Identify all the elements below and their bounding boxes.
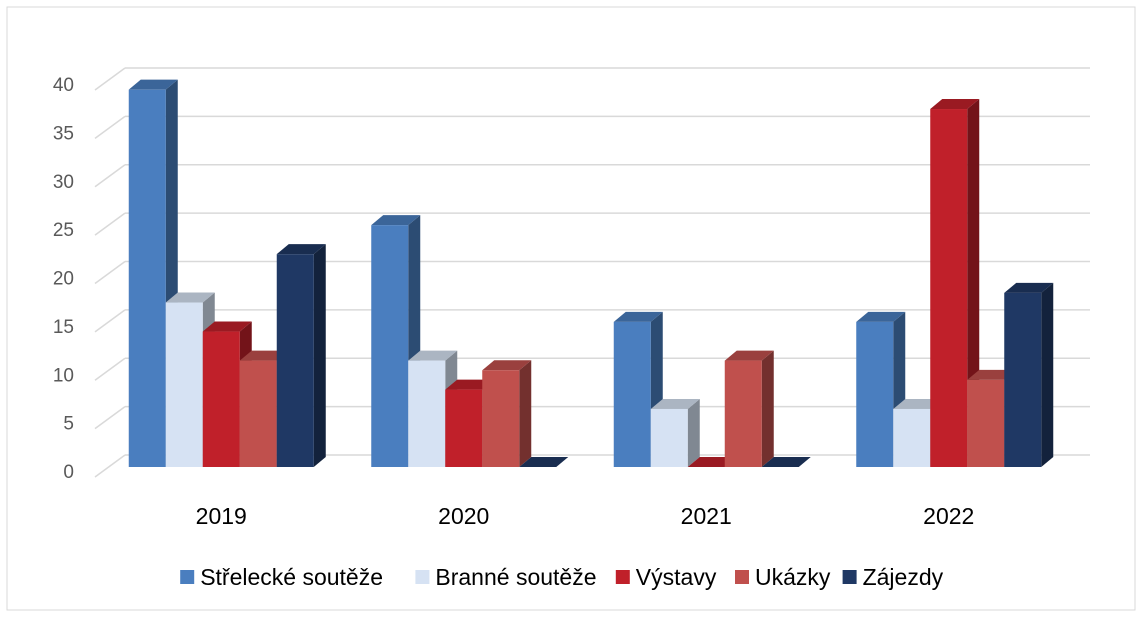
grid-line [94,115,126,139]
grid-line [94,164,126,188]
bar-top [761,457,811,467]
bar-front [202,331,240,467]
x-tick-label: 2022 [923,503,974,529]
legend-swatch [842,570,857,584]
bar-front [371,225,409,467]
y-tick-label: 30 [53,172,74,193]
bar [1004,282,1054,467]
bar [128,79,178,468]
bar [761,457,811,467]
legend-swatch [415,570,430,584]
bar-front [930,109,968,468]
bar-top [967,369,1017,380]
legend-swatch [180,570,195,584]
bar-top [856,311,906,322]
grid-line [94,260,126,285]
grid-line [94,309,126,333]
y-tick-label: 20 [53,269,74,290]
bar [519,457,569,467]
bar-side [1041,282,1054,467]
bar-front [967,379,1005,467]
bar [724,350,774,467]
y-tick-label: 35 [53,123,74,144]
grid-line [94,454,126,478]
x-tick-label: 2019 [196,503,247,529]
bar-front [893,408,931,467]
y-tick-label: 10 [53,365,74,386]
y-tick-label: 0 [63,462,74,483]
bar-side [761,350,774,467]
bar-top [165,292,215,303]
bar-top [893,398,943,409]
bar-front [276,254,314,467]
legend-swatch [735,570,749,584]
y-tick-label: 15 [53,317,74,338]
bar-front [482,370,520,467]
bar-side [313,244,326,467]
grid-line [94,67,126,91]
bar [276,244,326,467]
legend-label: Ukázky [755,564,831,590]
grid-line [94,357,126,381]
bar-front [724,360,762,467]
bar-top [408,350,458,361]
bar-top [128,79,178,90]
bar-front [650,408,688,467]
bar-top [239,350,289,361]
bar-top [202,321,252,332]
bar-top [724,350,774,361]
bar-top [930,99,980,110]
bar-top [276,244,326,255]
bar [930,99,980,468]
bar [482,360,532,467]
y-tick-label: 40 [53,75,74,96]
y-tick-label: 5 [63,414,74,435]
bar-front [613,321,651,467]
bar-top [650,398,700,409]
legend-label: Výstavy [636,564,717,590]
bar-front [128,89,166,468]
bar-side [687,398,700,467]
x-tick-label: 2020 [438,503,489,529]
bar-top [613,311,663,322]
bar [687,457,737,467]
x-tick-label: 2021 [681,503,732,529]
bar-front [445,389,483,467]
legend-swatch [615,570,630,584]
bar-top [519,457,569,467]
bar-front [1004,292,1042,467]
legend-label: Branné soutěže [435,564,596,590]
bar-top [371,215,421,226]
bar-top [445,379,495,390]
y-tick-label: 25 [53,220,74,241]
bar [650,398,700,467]
bar-top [687,457,737,467]
grid-line [94,212,126,236]
bar-top [482,360,532,371]
bar-front [239,360,277,467]
bar-front [408,360,446,467]
legend-label: Střelecké soutěže [200,564,383,590]
chart-frame [6,6,1136,611]
grid-line [94,406,126,430]
bar-front [856,321,894,467]
bar-top [1004,282,1054,293]
legend-label: Zájezdy [863,564,944,590]
bar-side [519,360,532,467]
bar-front [165,302,203,467]
